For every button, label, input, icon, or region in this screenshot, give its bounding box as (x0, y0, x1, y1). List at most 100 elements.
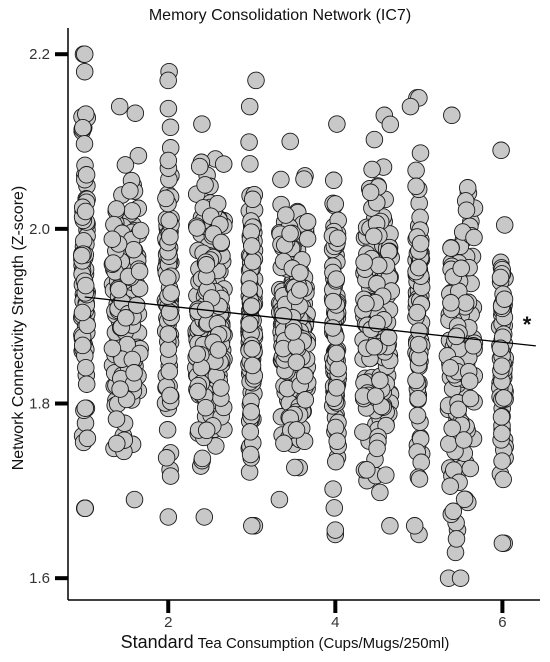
data-point (197, 421, 216, 440)
data-point (457, 201, 476, 219)
data-point (121, 182, 139, 200)
data-point (188, 345, 206, 363)
data-point (190, 157, 209, 176)
data-point (110, 97, 129, 116)
data-point (329, 359, 347, 378)
data-point (326, 521, 345, 539)
data-point (443, 106, 461, 125)
data-point (160, 362, 179, 381)
data-point (73, 246, 91, 265)
data-point (442, 294, 460, 312)
data-point (243, 356, 262, 375)
data-point (408, 303, 426, 322)
data-point (74, 118, 92, 137)
data-point (274, 307, 293, 325)
data-point (381, 517, 399, 535)
data-point (160, 211, 178, 230)
data-point (401, 97, 420, 116)
data-point (381, 115, 400, 134)
data-point (371, 483, 389, 502)
data-point (493, 424, 511, 443)
x-axis-label: Standard Tea Consumption (Cups/Mugs/250m… (121, 632, 450, 652)
data-point (107, 200, 126, 218)
data-point (243, 252, 262, 271)
data-point (75, 135, 94, 153)
significance-marker: * (523, 312, 532, 337)
data-point (443, 419, 461, 438)
data-point (281, 132, 299, 151)
data-point (493, 534, 512, 552)
data-point (441, 359, 460, 377)
data-point (197, 256, 216, 274)
data-point (354, 423, 372, 441)
x-axis-label-rest: Tea Consumption (Cups/Mugs/250ml) (198, 635, 450, 652)
data-point (286, 458, 304, 477)
x-tick-label: 2 (164, 614, 172, 631)
y-tick-label: 2.2 (29, 46, 50, 63)
data-point (409, 389, 427, 408)
data-point (131, 221, 150, 240)
data-point (125, 364, 143, 382)
data-point (327, 379, 346, 397)
data-point (272, 170, 290, 189)
data-point (287, 353, 306, 371)
data-point (491, 268, 510, 287)
data-point (287, 337, 306, 356)
data-point (365, 227, 383, 246)
data-point (451, 569, 470, 587)
data-point (275, 434, 293, 453)
data-point (161, 118, 180, 137)
data-point (159, 340, 178, 358)
data-point (291, 264, 309, 282)
data-point (103, 339, 122, 358)
data-point (76, 499, 94, 518)
data-point (270, 490, 289, 509)
fit-line (84, 296, 536, 347)
data-point (196, 398, 215, 417)
x-tick-label: 4 (331, 614, 339, 631)
data-point (447, 530, 466, 548)
data-point (110, 280, 128, 299)
data-point (157, 449, 176, 467)
data-point (243, 517, 261, 535)
data-point (243, 340, 261, 358)
data-point (159, 71, 177, 90)
data-point (75, 62, 94, 81)
data-point (408, 406, 427, 425)
data-point (355, 253, 373, 271)
data-point (365, 338, 383, 356)
data-point (493, 452, 511, 470)
data-point (442, 239, 460, 257)
data-point (195, 508, 214, 526)
y-axis-label: Network Connectivity Strength (Z-score) (10, 186, 27, 471)
data-point (214, 155, 233, 173)
data-point (241, 423, 260, 441)
data-point (377, 466, 395, 484)
data-point (291, 281, 309, 299)
data-point (111, 380, 129, 398)
data-point (212, 233, 230, 252)
data-point (357, 294, 375, 313)
data-point (495, 389, 513, 407)
data-point (127, 296, 146, 314)
data-point (159, 325, 178, 343)
data-point (243, 190, 262, 209)
data-point (76, 202, 95, 221)
data-point (281, 224, 299, 243)
data-point (379, 328, 398, 347)
axes: 1.6 1.8 2.0 2.2 2 4 6 (29, 28, 540, 631)
data-point (371, 371, 389, 390)
data-point (495, 290, 514, 308)
data-point (242, 403, 260, 421)
data-point (324, 319, 342, 337)
data-point (77, 358, 95, 377)
data-point (196, 176, 214, 194)
y-tick-label: 1.6 (29, 570, 50, 587)
data-point (123, 202, 141, 220)
data-point (240, 315, 259, 333)
data-point (209, 341, 228, 359)
data-point (73, 303, 92, 322)
data-point (76, 399, 95, 417)
data-point (240, 97, 259, 116)
